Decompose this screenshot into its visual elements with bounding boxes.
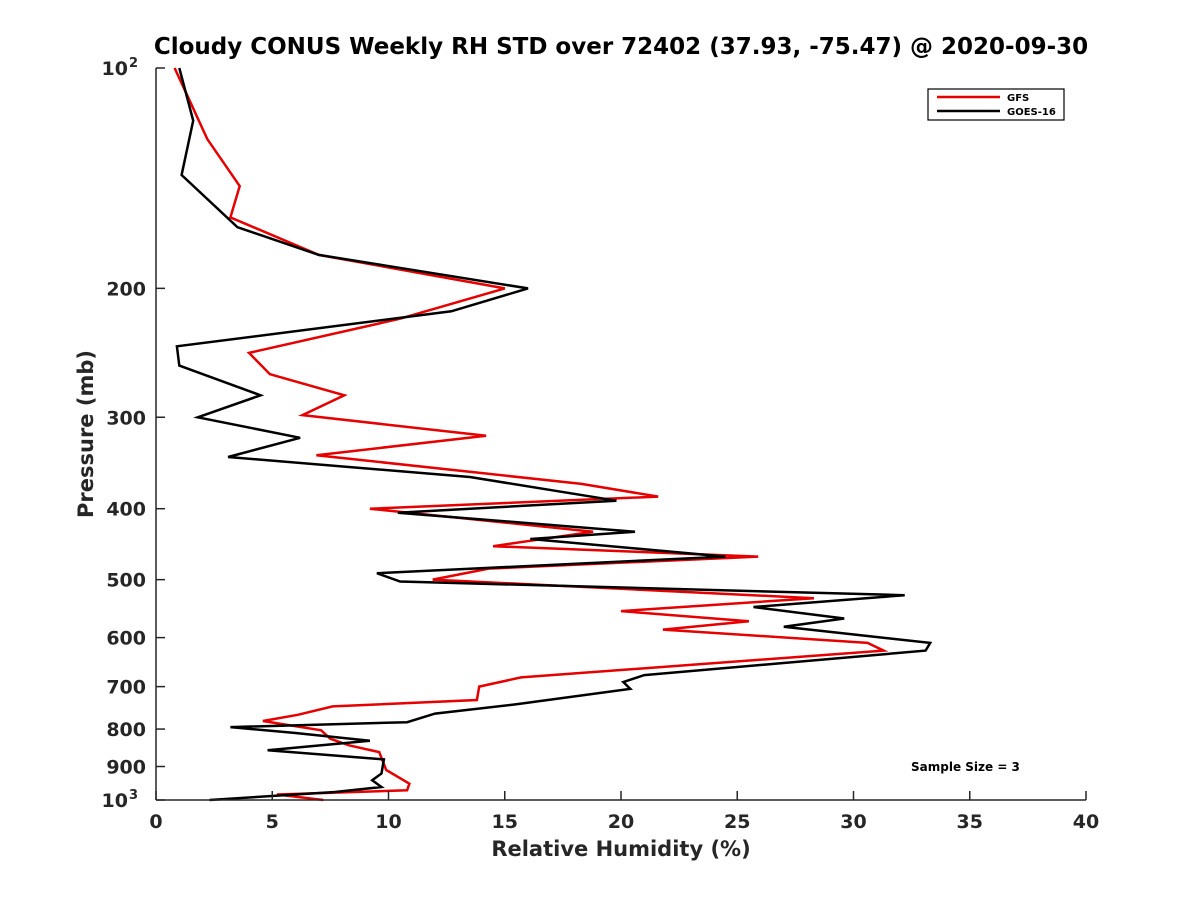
x-axis-ticks: 0 5 10 15 20 25 30 35 40: [149, 791, 1099, 833]
x-axis-label: Relative Humidity (%): [491, 837, 750, 861]
y-tick-exponent: 2: [129, 56, 138, 71]
x-tick-label: 10: [375, 811, 401, 833]
x-tick-label: 40: [1073, 811, 1099, 833]
series-group: [173, 67, 933, 802]
x-tick-label: 0: [149, 811, 162, 833]
y-tick-exponent: 3: [129, 788, 138, 803]
y-tick-label: 400: [106, 499, 146, 521]
legend-label-goes16: GOES-16: [1007, 107, 1056, 118]
x-tick-label: 30: [840, 811, 866, 833]
y-tick-label: 900: [106, 757, 146, 779]
chart-title: Cloudy CONUS Weekly RH STD over 72402 (3…: [154, 34, 1088, 60]
legend: GFS GOES-16: [927, 88, 1065, 121]
y-tick-label: 300: [106, 407, 146, 429]
x-tick-label: 20: [608, 811, 634, 833]
y-tick-label: 10: [102, 58, 128, 80]
x-tick-label: 35: [957, 811, 983, 833]
y-tick-label: 10: [102, 790, 128, 812]
y-tick-label: 200: [106, 278, 146, 300]
legend-label-gfs: GFS: [1007, 93, 1029, 104]
legend-box: [927, 88, 1065, 121]
y-axis-label: Pressure (mb): [74, 350, 98, 518]
series-line-goes-16: [175, 67, 933, 802]
x-tick-label: 5: [266, 811, 279, 833]
x-tick-label: 15: [492, 811, 518, 833]
y-tick-label: 700: [106, 677, 146, 699]
y-tick-label: 500: [106, 570, 146, 592]
plot-area: [156, 68, 1086, 800]
y-tick-label: 800: [106, 719, 146, 741]
sample-size-annotation: Sample Size = 3: [911, 760, 1020, 774]
x-tick-label: 25: [724, 811, 750, 833]
y-tick-label: 600: [106, 628, 146, 650]
